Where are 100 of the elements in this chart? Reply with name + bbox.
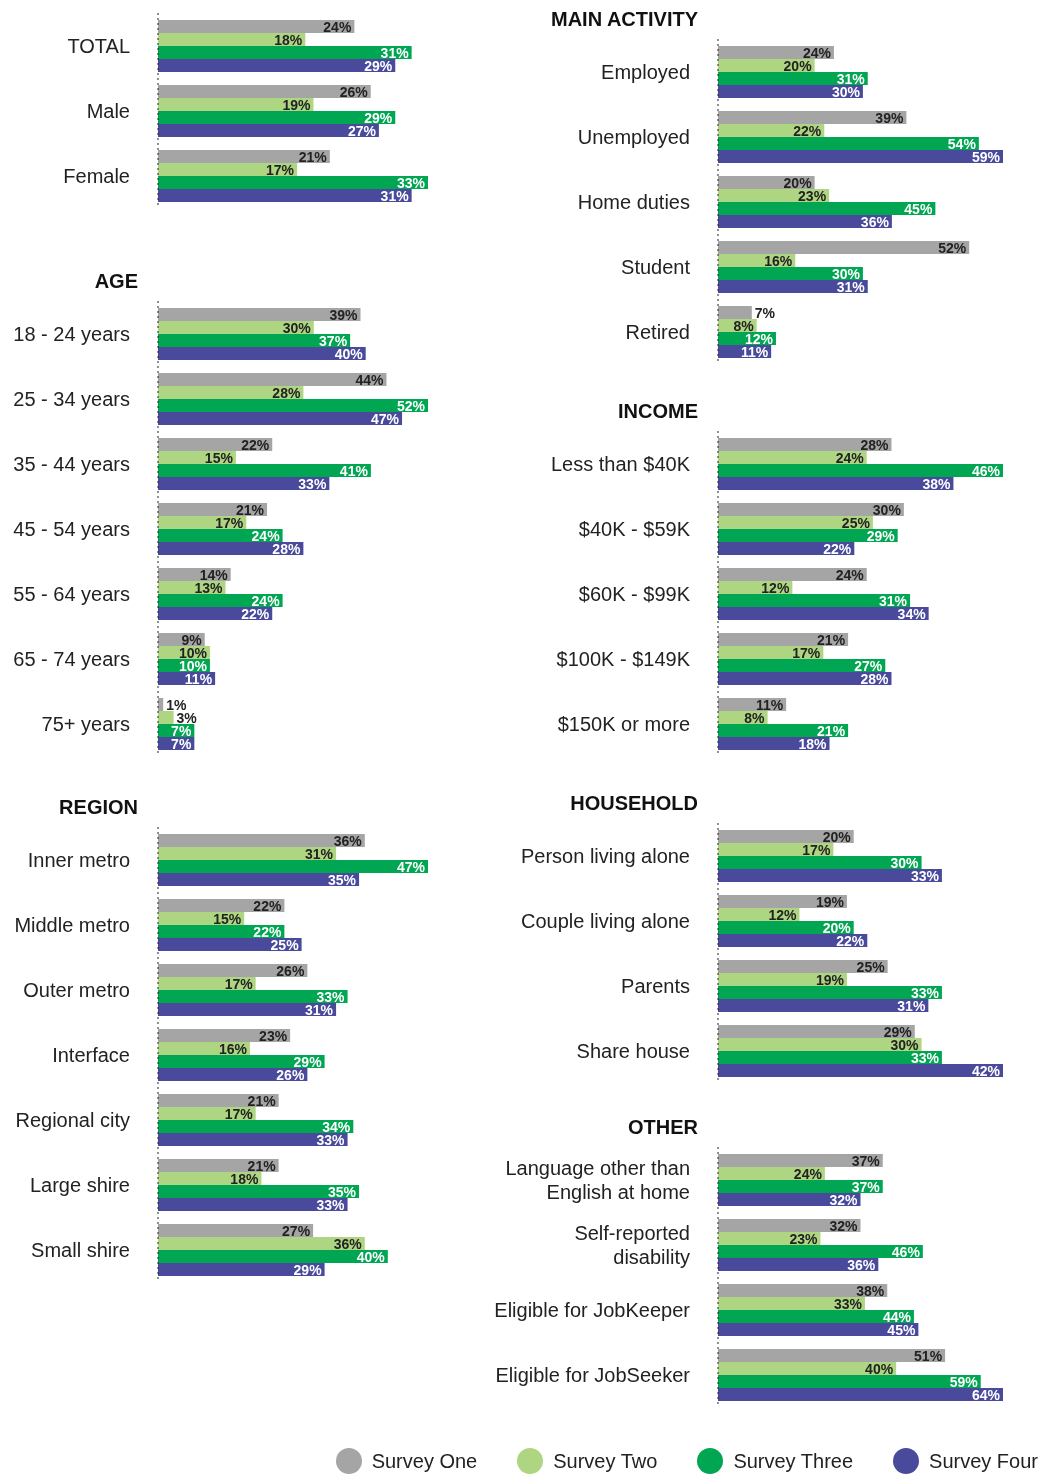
data-label: 52% xyxy=(938,239,967,256)
bar xyxy=(158,85,371,98)
y-tick-label: Student xyxy=(621,255,691,278)
bar xyxy=(158,176,428,189)
y-tick-label: $150K or more xyxy=(557,712,690,735)
legend-label: Survey Three xyxy=(733,1449,854,1473)
legend-label: Survey One xyxy=(371,1449,478,1473)
data-label: 42% xyxy=(971,1062,1001,1079)
y-tick-label: Outer metro xyxy=(23,978,130,1001)
data-label: 32% xyxy=(829,1217,859,1234)
y-tick-label: 45 - 54 years xyxy=(13,517,130,540)
data-label: 24% xyxy=(835,566,865,583)
chart-title: INCOME xyxy=(617,400,698,424)
bar xyxy=(718,451,867,464)
bar xyxy=(158,124,379,137)
bar xyxy=(718,1025,915,1038)
bar xyxy=(158,990,348,1003)
bar xyxy=(158,1250,388,1263)
bar xyxy=(718,529,898,542)
legend-label: Survey Four xyxy=(929,1449,1038,1473)
data-label: 22% xyxy=(241,436,270,453)
y-tick-label: 35 - 44 years xyxy=(13,452,130,475)
data-label: 36% xyxy=(860,213,890,230)
bar xyxy=(158,1055,325,1068)
data-label: 17% xyxy=(224,975,254,992)
data-label: 39% xyxy=(875,109,904,126)
bar xyxy=(718,1258,879,1271)
y-tick-label: Unemployed xyxy=(577,125,690,148)
y-tick-label: Eligible for JobSeeker xyxy=(495,1363,691,1386)
bar xyxy=(718,503,904,516)
bar xyxy=(718,111,907,124)
chart-title: MAIN ACTIVITY xyxy=(549,8,698,32)
data-label: 41% xyxy=(339,462,369,479)
data-label: 44% xyxy=(355,371,384,388)
y-tick-label: Home duties xyxy=(577,190,690,213)
y-tick-label: Interface xyxy=(52,1043,130,1066)
data-label: 28% xyxy=(272,384,301,401)
bar xyxy=(718,1245,923,1258)
bar xyxy=(158,1185,360,1198)
bar xyxy=(718,672,892,685)
chart-title: HOUSEHOLD xyxy=(569,792,698,816)
y-tick-label: Couple living alone xyxy=(520,909,690,932)
data-label: 39% xyxy=(329,306,359,323)
bar xyxy=(718,1310,914,1323)
data-label: 26% xyxy=(339,83,369,100)
y-tick-label: 18 - 24 years xyxy=(13,322,130,345)
data-label: 22% xyxy=(793,122,822,139)
y-tick-label: Less than $40K xyxy=(551,452,691,475)
y-tick-label: Retired xyxy=(625,320,690,343)
legend-label: Survey Two xyxy=(553,1449,658,1473)
bar xyxy=(718,1323,919,1336)
data-label: 21% xyxy=(298,148,328,165)
data-label: 19% xyxy=(815,971,845,988)
bar xyxy=(718,306,752,319)
y-tick-label: $100K - $149K xyxy=(556,647,691,670)
y-tick-label: Female xyxy=(63,164,130,187)
bar xyxy=(158,46,412,59)
chart-title: AGE xyxy=(93,270,138,294)
bar xyxy=(158,334,351,347)
bar xyxy=(718,1064,1003,1077)
data-label: 35% xyxy=(328,871,357,888)
bar xyxy=(158,59,396,72)
data-label: 22% xyxy=(823,540,852,557)
bar xyxy=(718,1375,981,1388)
data-label: 24% xyxy=(323,18,352,35)
bar xyxy=(158,834,365,847)
bar xyxy=(718,568,867,581)
bar xyxy=(158,698,164,711)
data-label: 24% xyxy=(793,1165,823,1182)
data-label: 31% xyxy=(305,845,334,862)
bar xyxy=(158,1224,314,1237)
bar xyxy=(158,150,330,163)
bar xyxy=(158,1237,365,1250)
bar xyxy=(718,1362,897,1375)
y-tick-label: Small shire xyxy=(31,1238,130,1261)
data-label: 22% xyxy=(253,897,282,914)
bar xyxy=(718,1349,946,1362)
bar xyxy=(158,873,360,886)
y-tick-label: Parents xyxy=(621,974,690,997)
y-tick-label: 65 - 74 years xyxy=(13,647,130,670)
bar xyxy=(158,308,361,321)
y-tick-label: Middle metro xyxy=(14,913,130,936)
bar xyxy=(718,477,954,490)
y-tick-label: $40K - $59K xyxy=(578,517,691,540)
bar xyxy=(158,373,387,386)
bar xyxy=(718,607,929,620)
y-tick-label: 55 - 64 years xyxy=(13,582,130,605)
bar xyxy=(158,1003,337,1016)
bar xyxy=(718,1284,888,1297)
bar xyxy=(158,189,412,202)
y-tick-label: Male xyxy=(86,99,130,122)
bar xyxy=(718,1051,942,1064)
bar xyxy=(158,412,403,425)
bar xyxy=(718,464,1003,477)
bar xyxy=(718,1180,883,1193)
bar xyxy=(158,477,330,490)
data-label: 16% xyxy=(218,1040,248,1057)
bar xyxy=(718,241,970,254)
data-label: 40% xyxy=(865,1360,894,1377)
bar xyxy=(158,1198,348,1211)
